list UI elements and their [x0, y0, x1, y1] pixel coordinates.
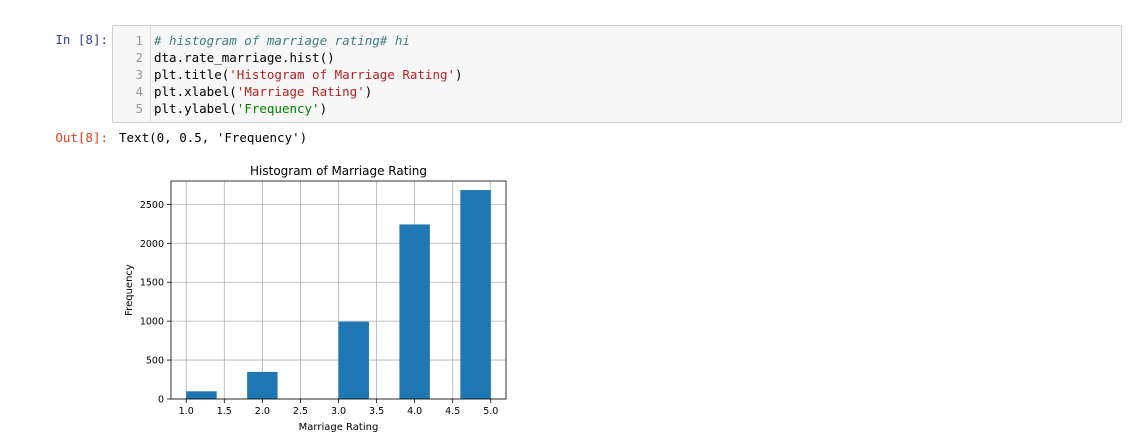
code-line[interactable]: plt.ylabel('Frequency') — [154, 100, 327, 117]
x-tick-label: 5.0 — [483, 406, 498, 417]
chart-title: Histogram of Marriage Rating — [250, 164, 427, 178]
x-axis-label: Marriage Rating — [299, 422, 379, 433]
code-token: ) — [364, 84, 373, 99]
histogram-bar — [460, 190, 491, 399]
code-token: ) — [455, 67, 463, 82]
histogram-bar — [186, 391, 217, 399]
x-tick-label: 1.0 — [179, 406, 194, 417]
x-tick-label: 4.5 — [445, 406, 460, 417]
y-tick-label: 2000 — [140, 239, 164, 250]
line-number: 5 — [135, 101, 143, 116]
y-tick-label: 500 — [146, 356, 164, 367]
code-token: 'Frequency' — [236, 101, 320, 116]
line-number: 2 — [135, 50, 143, 65]
input-prompt: In [8]: — [55, 32, 108, 47]
code-line[interactable]: # histogram of marriage rating# hi — [154, 32, 410, 49]
histogram-bar — [247, 371, 278, 399]
code-line[interactable]: plt.xlabel('Marriage Rating') — [154, 83, 372, 100]
histogram-bar — [338, 321, 369, 399]
code-token: plt.xlabel( — [154, 84, 237, 99]
code-line[interactable]: dta.rate_marriage.hist() — [154, 49, 335, 66]
code-token: plt.title( — [154, 67, 230, 82]
x-tick-label: 2.5 — [293, 406, 308, 417]
y-tick-label: 0 — [158, 395, 164, 406]
histogram-chart: 1.0 1.5 2.0 2.5 3.0 3.5 4.0 4.5 5.0 0 500 1000 1500 2… — [124, 164, 507, 433]
output-prompt: Out[8]: — [55, 130, 108, 145]
code-line[interactable]: plt.title('Histogram of Marriage Rating'… — [154, 66, 463, 83]
code-token: ) — [319, 101, 328, 116]
code-token: 'Histogram of Marriage Rating' — [229, 67, 456, 82]
histogram-bar — [399, 224, 430, 399]
x-tick-label: 4.0 — [407, 406, 422, 417]
x-tick-label: 2.0 — [255, 406, 270, 417]
x-tick-label: 3.0 — [331, 406, 346, 417]
line-number-gutter: 1 2 3 4 5 — [113, 26, 151, 122]
y-axis-label: Frequency — [124, 264, 135, 316]
x-tick-label: 1.5 — [217, 406, 232, 417]
code-cell-input[interactable]: 1 2 3 4 5 # histogram of marriage rating# hi… — [112, 25, 1122, 123]
output-text: Text(0, 0.5, 'Frequency') — [119, 130, 308, 145]
y-tick-label: 1500 — [140, 278, 164, 289]
line-number: 1 — [135, 33, 143, 48]
y-tick-label: 2500 — [140, 200, 164, 211]
code-token: plt.ylabel( — [154, 101, 237, 116]
code-token: 'Marriage Rating' — [236, 84, 365, 99]
code-token: # histogram of marriage rating# hi — [154, 33, 410, 48]
y-tick-label: 1000 — [140, 317, 164, 328]
x-tick-label: 3.5 — [369, 406, 384, 417]
line-number: 3 — [135, 67, 143, 82]
line-number: 4 — [135, 84, 143, 99]
code-token: dta.rate_marriage.hist() — [154, 50, 335, 65]
